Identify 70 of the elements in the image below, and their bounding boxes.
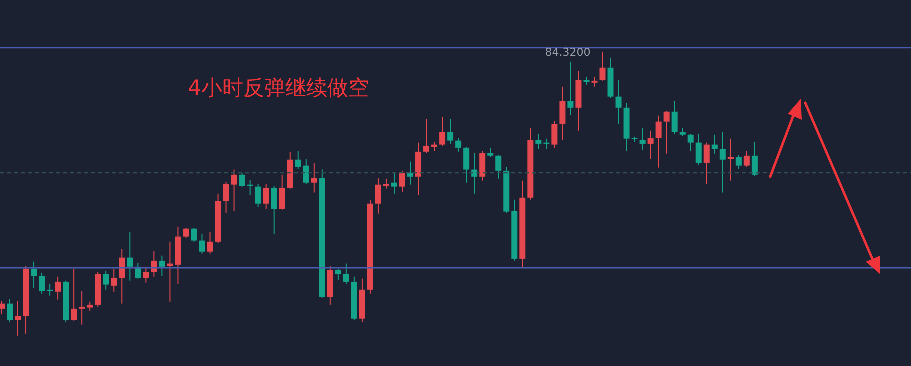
text: 4小时反弹继续做空 bbox=[188, 75, 370, 102]
candlestick bbox=[464, 146, 470, 184]
candlestick bbox=[311, 162, 318, 194]
candlestick bbox=[424, 118, 430, 154]
candlestick bbox=[560, 86, 566, 140]
candlestick bbox=[119, 248, 126, 304]
candlestick bbox=[456, 137, 462, 152]
candlestick bbox=[712, 134, 718, 154]
candlestick bbox=[239, 172, 246, 188]
candlestick bbox=[103, 270, 110, 290]
candlestick bbox=[0, 300, 5, 315]
candlestick bbox=[231, 169, 238, 212]
candlestick bbox=[536, 134, 542, 150]
candlestick bbox=[79, 290, 86, 326]
candlestick bbox=[600, 51, 606, 82]
candlestick bbox=[744, 150, 750, 168]
candlestick bbox=[720, 132, 726, 194]
candlestick bbox=[151, 250, 158, 278]
candlestick bbox=[343, 263, 350, 284]
candlestick bbox=[399, 170, 406, 192]
candlestick bbox=[143, 266, 150, 284]
candlestick bbox=[664, 110, 670, 154]
candlestick bbox=[656, 115, 662, 168]
candlestick bbox=[271, 185, 278, 234]
candlestick bbox=[207, 231, 214, 254]
candlestick bbox=[335, 268, 342, 280]
candlestick bbox=[55, 276, 62, 300]
candlestick bbox=[7, 298, 14, 322]
candlestick bbox=[263, 183, 270, 210]
candlestick bbox=[552, 120, 558, 148]
candlestick bbox=[648, 130, 654, 160]
candlestick bbox=[736, 154, 742, 170]
candlestick bbox=[255, 183, 262, 208]
candlestick bbox=[31, 261, 38, 288]
candlestick bbox=[111, 268, 118, 292]
candlestick bbox=[223, 182, 230, 214]
candlestick bbox=[640, 128, 646, 150]
candlestick bbox=[408, 161, 414, 186]
candlestick bbox=[39, 272, 46, 294]
candlestick bbox=[480, 150, 486, 182]
candlestick bbox=[592, 76, 598, 88]
candlestick bbox=[127, 231, 134, 282]
candlestick bbox=[488, 147, 494, 158]
candlestick bbox=[688, 134, 694, 152]
candlestick bbox=[696, 134, 702, 166]
candlestick bbox=[199, 233, 206, 254]
candlestick bbox=[472, 152, 478, 194]
candlestick bbox=[728, 138, 734, 182]
candlestick bbox=[279, 174, 286, 210]
candlestick bbox=[303, 158, 310, 184]
candlestick bbox=[448, 118, 454, 144]
candlestick bbox=[672, 100, 678, 135]
candlestick bbox=[71, 268, 78, 322]
candlestick bbox=[568, 61, 574, 116]
candlestick bbox=[616, 80, 622, 125]
candlestick bbox=[391, 172, 398, 194]
candlestick bbox=[704, 142, 710, 184]
candlestick bbox=[496, 154, 502, 180]
candlestick bbox=[375, 178, 382, 214]
candlestick bbox=[15, 300, 22, 336]
candlestick bbox=[191, 228, 198, 242]
candlestick bbox=[295, 150, 302, 170]
candlestick bbox=[135, 262, 142, 280]
candlestick bbox=[752, 141, 758, 177]
candlestick bbox=[87, 301, 94, 312]
candlestick bbox=[159, 255, 166, 276]
annotation: 84.3200 bbox=[545, 46, 591, 59]
candlestick bbox=[440, 116, 446, 146]
candlestick bbox=[183, 228, 190, 238]
candlestick bbox=[383, 178, 390, 190]
